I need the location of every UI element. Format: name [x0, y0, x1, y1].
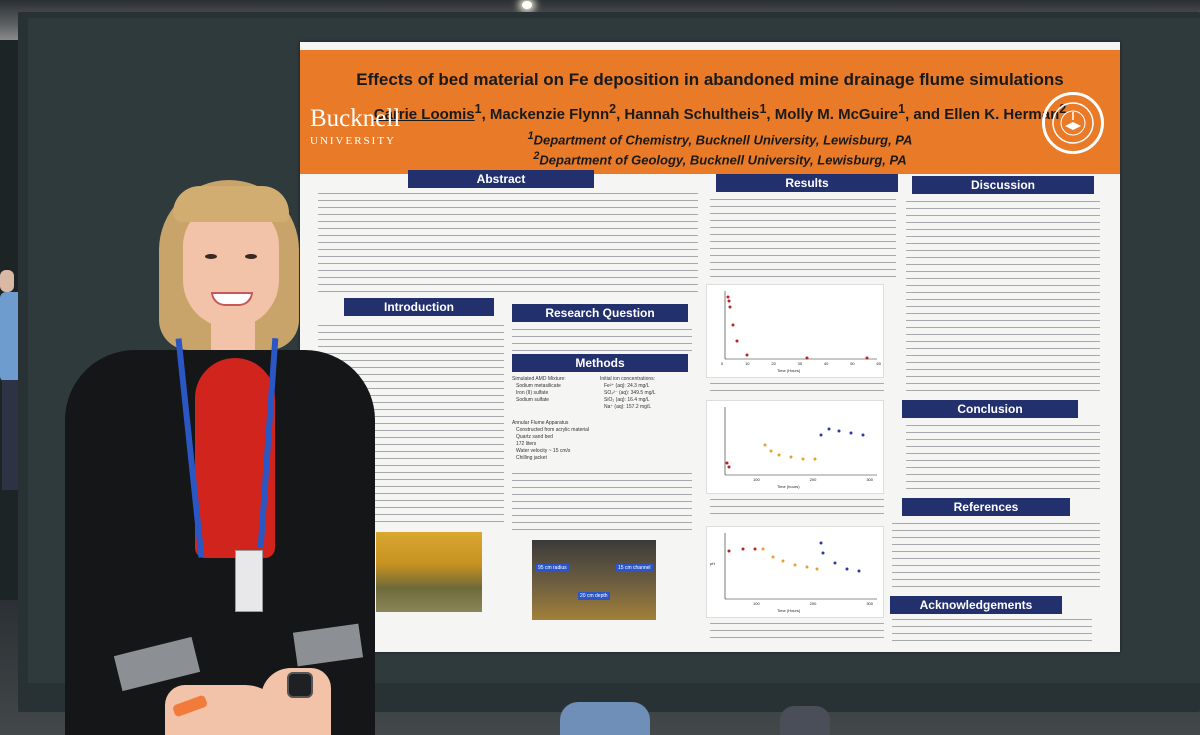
flume-photo: 95 cm radius 15 cm channel 20 cm depth [532, 540, 656, 620]
references-header: References [902, 498, 1070, 516]
figure-4-plot [724, 407, 877, 476]
figure-4-ticks: 100 200 300 [753, 477, 873, 482]
concentration-item: SiO₂ (aq): 16.4 mg/L [604, 397, 650, 403]
references-text [892, 520, 1100, 592]
photo-label: 95 cm radius [536, 564, 569, 572]
author-3-affiliation: 1 [759, 102, 767, 116]
background-feet [560, 702, 650, 735]
author-3: Hannah Schultheis [624, 106, 760, 123]
affiliation-geology: 2Department of Geology, Bucknell Univers… [533, 150, 907, 168]
flume-item: Quartz sand bed [516, 434, 553, 440]
methods-text [512, 470, 692, 534]
figure-3-caption [710, 380, 884, 396]
conclusion-text [906, 422, 1100, 492]
hair-fringe [173, 186, 289, 222]
author-4: Molly M. McGuire [774, 106, 899, 123]
face [183, 202, 279, 328]
mixture-item: Sodium metasilicate [516, 383, 561, 389]
figure-5-ylabel: pH [710, 561, 716, 566]
figure-4-caption [710, 496, 884, 520]
research-question-header: Research Question [512, 304, 688, 322]
concentration-item: Fe²⁺ (aq): 24.3 mg/L [604, 383, 650, 389]
photo-label: 15 cm channel [616, 564, 653, 572]
introduction-header: Introduction [344, 298, 494, 316]
author-2-affiliation: 2 [609, 102, 617, 116]
mixture-label: Simulated AMD Mixture: [512, 376, 566, 382]
figure-3-chart: 0 10 20 30 40 50 60 Time (Hours) [706, 284, 884, 378]
bucknell-logo: Bucknell UNIVERSITY [310, 105, 401, 147]
author-4-affiliation: 1 [898, 102, 906, 116]
university-seal-icon [1042, 92, 1104, 154]
ceiling-light [522, 1, 532, 9]
mixture-item: Iron (II) sulfate [516, 390, 549, 396]
acknowledgements-header: Acknowledgements [890, 596, 1062, 614]
flume-item: Water velocity ~ 15 cm/s [516, 448, 571, 454]
name-badge [235, 550, 263, 612]
concentration-item: SO₄²⁻ (aq): 349.5 mg/L [604, 390, 656, 396]
figure-5-chart: pH 100 200 300 Time (Hours) [706, 526, 884, 618]
author-5: and Ellen K. Herman [913, 106, 1060, 123]
flume-item: 172 liters [516, 441, 537, 447]
affiliation-chemistry: 1Department of Chemistry, Bucknell Unive… [527, 130, 913, 148]
background-feet [780, 706, 830, 735]
author-2: Mackenzie Flynn [489, 106, 610, 123]
acknowledgements-text [892, 616, 1092, 642]
flume-item: Chilling jacket [516, 455, 547, 461]
figure-5-plot [724, 533, 877, 600]
research-poster: Effects of bed material on Fe deposition… [300, 42, 1120, 652]
abstract-header: Abstract [408, 170, 594, 188]
poster-banner: Effects of bed material on Fe deposition… [300, 50, 1120, 174]
figure-5-xlabel: Time (Hours) [777, 608, 801, 613]
concentration-item: Na⁺ (aq): 157.2 mg/L [604, 404, 652, 410]
figure-3-plot [724, 291, 877, 360]
photo-label: 20 cm depth [578, 592, 610, 600]
figure-3-xlabel: Time (Hours) [777, 368, 801, 373]
presenter [55, 180, 385, 735]
results-text [710, 196, 896, 278]
concentration-label: Initial ion concentrations: [600, 376, 656, 382]
author-1: Carrie Loomis [373, 106, 475, 123]
poster-authors: Carrie Loomis1, Mackenzie Flynn2, Hannah… [373, 102, 1067, 123]
figure-4-chart: 100 200 300 Time (hours) [706, 400, 884, 494]
conclusion-header: Conclusion [902, 400, 1078, 418]
left-eye [205, 254, 217, 259]
author-1-affiliation: 1 [474, 102, 482, 116]
research-question-text [512, 326, 692, 356]
watch-icon [287, 672, 313, 698]
results-header: Results [716, 174, 898, 192]
poster-title: Effects of bed material on Fe deposition… [356, 70, 1064, 89]
discussion-header: Discussion [912, 176, 1094, 194]
figure-5-caption [710, 620, 884, 640]
mixture-item: Sodium sulfate [516, 397, 550, 403]
right-eye [245, 254, 257, 259]
figure-3-ticks: 0 10 20 30 40 50 60 [721, 361, 881, 366]
flume-item: Constructed from acrylic material [516, 427, 590, 433]
abstract-text [318, 190, 698, 298]
methods-header: Methods [512, 354, 688, 372]
sediment-photo [376, 532, 482, 612]
flume-label: Annular Flume Apparatus [512, 420, 569, 426]
figure-4-xlabel: Time (hours) [777, 484, 800, 489]
figure-5-ticks: 100 200 300 [753, 601, 873, 606]
discussion-text [906, 198, 1100, 394]
